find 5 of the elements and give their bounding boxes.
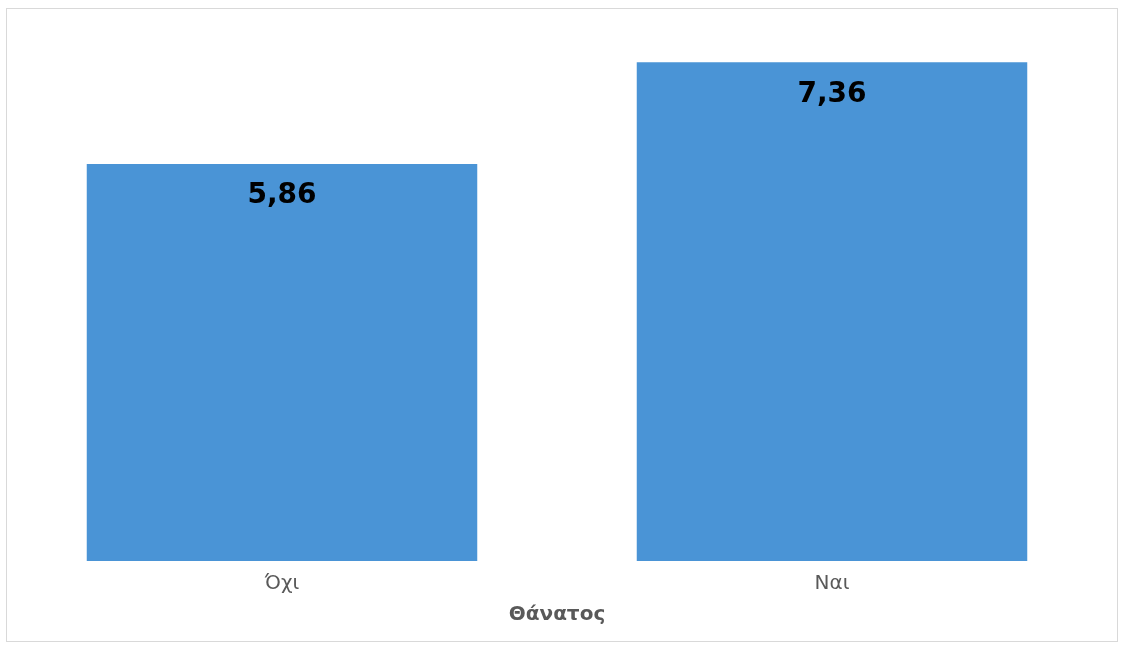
data-label: 5,86 <box>247 177 317 211</box>
x-tick-label: Όχι <box>263 570 300 595</box>
x-axis-title: Θάνατος <box>508 601 606 626</box>
x-tick-label: Ναι <box>814 570 850 595</box>
data-label: 7,36 <box>797 75 867 109</box>
